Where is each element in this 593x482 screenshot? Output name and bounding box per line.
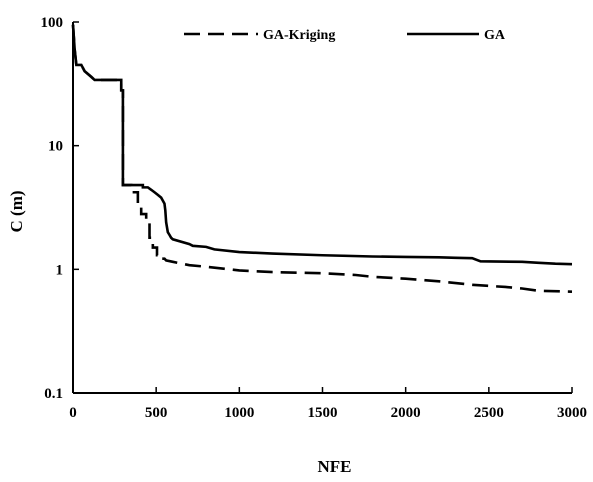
x-tick-label: 2000 [391,405,421,421]
x-tick-label: 3000 [557,405,587,421]
series-lines [71,24,573,293]
x-tick-label: 2500 [474,405,504,421]
x-tick-label: 1500 [308,405,338,421]
axes [72,22,572,394]
y-tick-label: 1 [56,262,64,278]
x-axis-title: NFE [318,457,352,476]
series-line-ga [71,24,573,266]
legend-label: GA-Kriging [263,28,335,43]
ticks: 0 500 1000 1500 2000 2500 3000 0.1 1 10 100 [41,15,588,421]
legend-label: GA [484,28,506,43]
y-tick-label: 10 [48,139,63,155]
x-tick-label: 0 [69,405,77,421]
x-tick-label: 500 [145,405,168,421]
series-line-ga-kriging [71,24,573,293]
x-tick-label: 1000 [224,405,254,421]
y-axis-title: C (m) [7,190,26,232]
y-tick-label: 100 [41,15,64,31]
legend: GA-Kriging GA [184,28,506,43]
y-tick-label: 0.1 [44,386,63,402]
